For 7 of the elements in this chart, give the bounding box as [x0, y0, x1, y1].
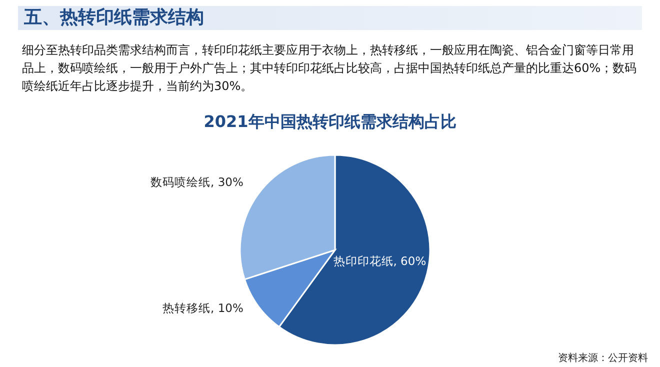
slice-label: 热转移纸, 10%	[162, 300, 244, 315]
slice-label: 数码喷绘纸, 30%	[150, 175, 244, 190]
text: 五、热转印纸需求结构	[18, 6, 642, 30]
chart-title: 2021年中国热转印纸需求结构占比	[202, 112, 458, 133]
slice-label: 热印印花纸, 60%	[333, 254, 426, 268]
text: 细分至热转印品类需求结构而言，转印印花纸主要应用于衣物上，热转移纸，一般应用在陶瓷、铝合金门窗等日常用品上，数码喷绘纸，一般用于户外广告上；其中转印印花纸占比较高，占据中国热转印纸总产量的比重达60%；数码喷绘纸近年占比逐步提升，当前约为30%。	[22, 42, 638, 95]
text: 资料来源：公开资料	[558, 352, 648, 365]
